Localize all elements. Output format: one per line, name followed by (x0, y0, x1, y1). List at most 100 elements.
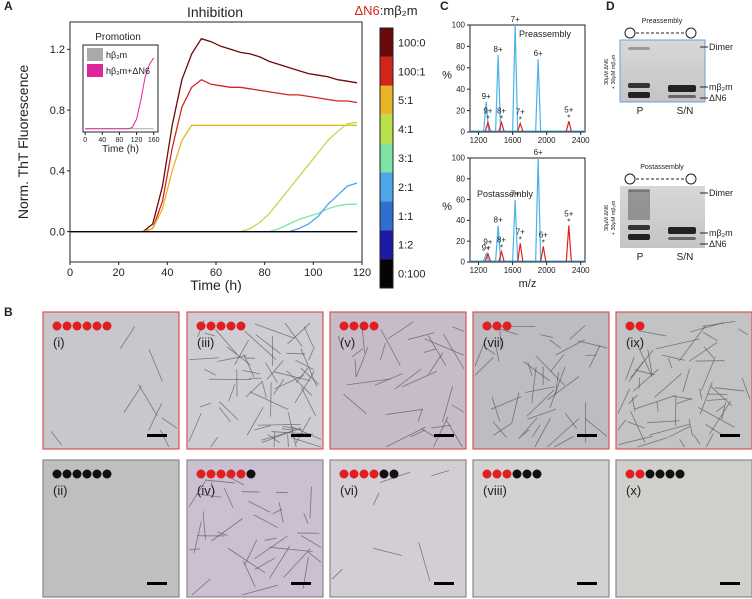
micrograph-label: (iii) (197, 335, 214, 350)
ratio-dot (645, 469, 655, 479)
fibril (531, 366, 537, 403)
fibril (703, 346, 715, 359)
fibril (50, 431, 63, 446)
fibril (667, 358, 673, 369)
fibril (738, 328, 749, 336)
fibril (303, 326, 314, 347)
fibril (656, 401, 659, 412)
inset-background (78, 26, 166, 154)
peak (535, 59, 542, 132)
fibril (188, 357, 219, 361)
x-tick-label: 0 (67, 267, 73, 279)
peak (540, 246, 547, 262)
gel-title: Postassembly (640, 164, 684, 171)
fibril (291, 437, 322, 448)
ratio-dot (482, 321, 492, 331)
fibril (351, 348, 364, 358)
fibril (188, 412, 202, 442)
fibril (307, 551, 322, 563)
fibril (682, 368, 690, 393)
peak-label: 6+ (534, 148, 543, 157)
y-tick-label: 40 (456, 216, 465, 225)
peak-label: 7+ (516, 227, 525, 236)
fibril (703, 332, 718, 342)
data-line (70, 203, 358, 233)
fibril (427, 335, 447, 366)
x-tick-label: 2000 (538, 136, 556, 145)
fibril (679, 438, 685, 448)
y-tick-label: 0 (461, 258, 466, 267)
x-tick-label: 0 (83, 137, 87, 144)
x-axis-label: Time (h) (102, 144, 139, 155)
fibril (254, 557, 276, 570)
fibril (218, 401, 239, 420)
fibril (647, 349, 653, 375)
peak-label: 8+ (497, 106, 506, 115)
ratio-dot (349, 469, 359, 479)
fibril (424, 338, 465, 356)
lane-label: P (637, 106, 644, 117)
fibril (535, 355, 565, 386)
gel-title: Preassembly (642, 18, 683, 25)
y-tick-label: 1.2 (50, 44, 65, 56)
fibril (549, 366, 566, 409)
band-label: Dimer (709, 188, 733, 198)
fibril (286, 370, 313, 396)
peak-label: 7+ (516, 107, 525, 116)
peak-marker: * (500, 244, 503, 253)
fibril (540, 334, 553, 338)
y-axis-label: % (442, 201, 452, 213)
peak (535, 157, 542, 262)
colorbar-swatch (380, 259, 393, 288)
fibril (244, 330, 277, 360)
fibril (385, 426, 426, 448)
fibril (700, 357, 716, 392)
fibril (287, 434, 289, 448)
lane-circle (624, 173, 636, 185)
ratio-dot (502, 469, 512, 479)
legend-label: 3:1 (398, 153, 413, 165)
fibril (294, 370, 315, 404)
fibril (523, 361, 550, 382)
colorbar-title: ΔN6:mβ₂m (354, 3, 417, 18)
fibril (210, 518, 243, 542)
peak (495, 225, 502, 262)
scale-bar (434, 434, 454, 437)
peak-label: 9+ (483, 238, 492, 247)
peak (495, 54, 502, 132)
peak (498, 249, 505, 262)
x-tick-label: 60 (210, 267, 222, 279)
x-axis-label: Time (h) (190, 277, 242, 293)
lane-circle (685, 27, 697, 39)
legend-label: 1:2 (398, 240, 413, 252)
lane-label: S/N (677, 106, 694, 117)
fibril (287, 412, 297, 448)
x-tick-label: 40 (98, 137, 106, 144)
fibril (193, 521, 202, 554)
fibril (534, 418, 551, 448)
sample-label: 30μM ΔN6 (604, 59, 610, 85)
fibril (634, 369, 655, 376)
peak (483, 251, 490, 262)
fibril (244, 539, 258, 565)
fibril (699, 388, 703, 400)
chart-title: Postassembly (477, 189, 534, 199)
fibril (531, 424, 541, 438)
micrograph (42, 311, 180, 450)
fibril (402, 371, 437, 388)
y-axis-label: % (442, 70, 452, 82)
ratio-dot (359, 469, 369, 479)
fibril (354, 359, 357, 378)
fibril (637, 346, 653, 377)
peak-label: 9+ (483, 106, 492, 115)
fibril (295, 416, 311, 444)
peak-label: 6+ (539, 230, 548, 239)
gel-band (668, 95, 696, 98)
x-tick-label: 1600 (504, 136, 522, 145)
fibril (630, 411, 646, 443)
fibril (546, 418, 580, 448)
fibril (123, 385, 142, 413)
micrograph-label: (vi) (340, 483, 358, 498)
fibril (355, 346, 369, 377)
fibril (261, 381, 267, 398)
